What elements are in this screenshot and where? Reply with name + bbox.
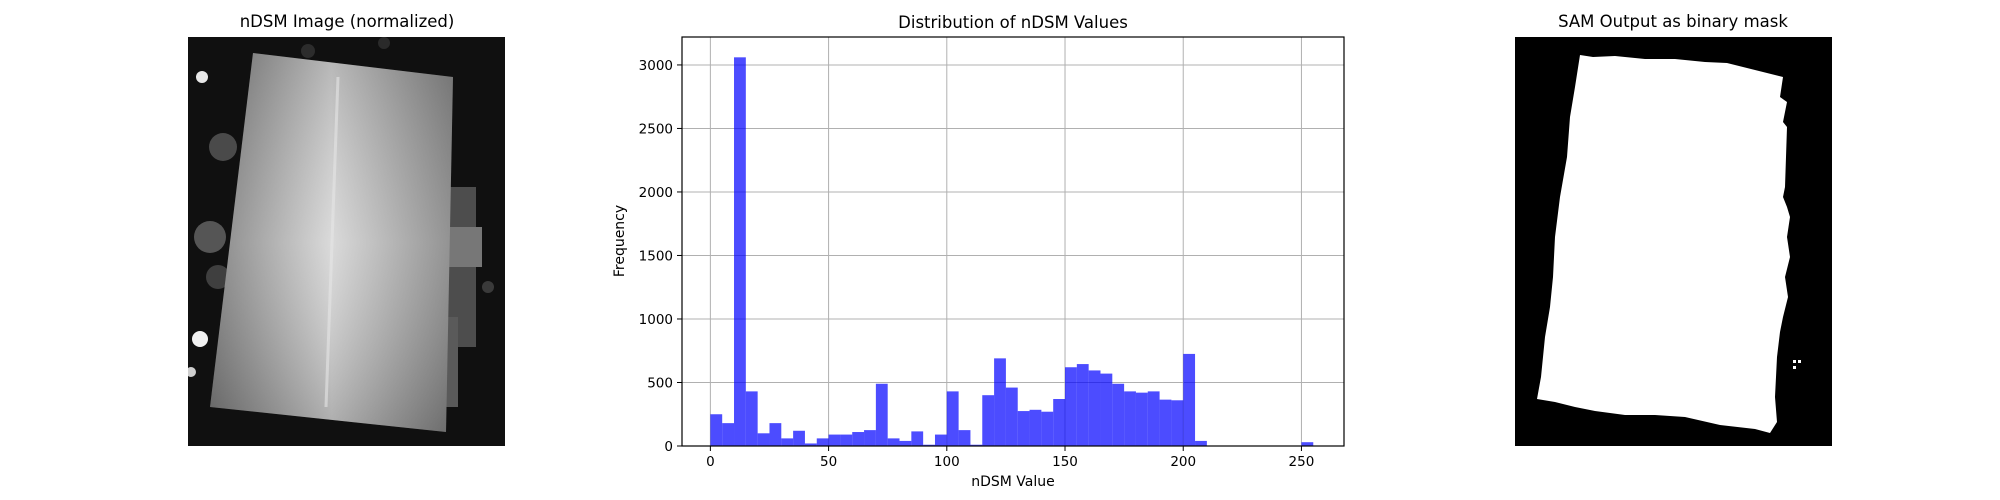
histogram-bar (946, 391, 959, 446)
histogram-bar (1029, 409, 1042, 446)
histogram-bar (934, 434, 947, 446)
sam-mask-graphic (1515, 37, 1832, 446)
x-tick-label: 150 (1052, 454, 1078, 470)
y-tick-label: 1500 (639, 248, 673, 264)
histogram-bar (1053, 399, 1066, 446)
histogram-bar (852, 432, 865, 446)
histogram-bar (1135, 392, 1148, 446)
histogram-bar (875, 383, 888, 446)
histogram-bar (970, 444, 983, 446)
histogram-bar (745, 391, 758, 446)
histogram-bar (769, 423, 782, 446)
y-tick-label: 3000 (639, 58, 673, 74)
histogram-bar (864, 430, 876, 446)
histogram-title: Distribution of nDSM Values (898, 13, 1128, 32)
histogram-bar (1017, 411, 1030, 446)
y-tick-label: 1000 (639, 312, 673, 328)
histogram-bar (804, 443, 817, 446)
sam-binary-mask (1515, 37, 1832, 446)
ndsm-image-graphic (188, 37, 505, 446)
histogram-bar (911, 431, 924, 446)
ndsm-image (188, 37, 505, 446)
histogram-bar (734, 57, 746, 446)
histogram-bar (1005, 387, 1018, 446)
y-tick-label: 0 (664, 439, 673, 455)
histogram-bar (923, 444, 935, 446)
x-tick-label: 50 (820, 454, 837, 470)
histogram-bar (1195, 440, 1207, 446)
histogram-bar (1124, 391, 1136, 446)
histogram-bar (899, 440, 912, 446)
histogram-bar (1076, 364, 1089, 446)
y-tick-label: 500 (647, 375, 673, 391)
histogram-bar (958, 430, 971, 446)
x-tick-label: 250 (1289, 454, 1315, 470)
histogram-bar (1301, 442, 1314, 446)
histogram-bar (710, 414, 723, 446)
histogram-bar (1088, 370, 1101, 446)
x-tick-label: 200 (1170, 454, 1196, 470)
y-tick-label: 2000 (639, 185, 673, 201)
histogram-bar (793, 430, 805, 446)
histogram-bar (994, 358, 1006, 446)
histogram-bar (1041, 411, 1054, 446)
y-axis-label: Frequency (612, 205, 628, 277)
ndsm-image-title: nDSM Image (normalized) (239, 12, 455, 31)
x-tick-label: 100 (934, 454, 960, 470)
histogram-bar (722, 423, 735, 446)
x-axis-label: nDSM Value (971, 474, 1055, 490)
histogram-bar (887, 438, 900, 446)
y-tick-label: 2500 (639, 121, 673, 137)
histogram-bar (1183, 353, 1196, 446)
histogram-bar (1159, 399, 1172, 446)
histogram-bar (1147, 391, 1160, 446)
histogram-bar (781, 438, 794, 446)
histogram-bar (1065, 367, 1077, 446)
x-tick-label: 0 (706, 454, 715, 470)
histogram-bar (1100, 373, 1113, 446)
histogram-bar (1171, 400, 1184, 446)
sam-mask-title: SAM Output as binary mask (1558, 12, 1788, 31)
histogram-bar (1112, 383, 1125, 446)
histogram-bar (828, 434, 841, 446)
plot-frame (681, 36, 1345, 447)
histogram-bar (982, 395, 995, 446)
histogram-bar (757, 433, 770, 446)
histogram-bar (840, 434, 853, 446)
histogram-bar (816, 438, 829, 446)
